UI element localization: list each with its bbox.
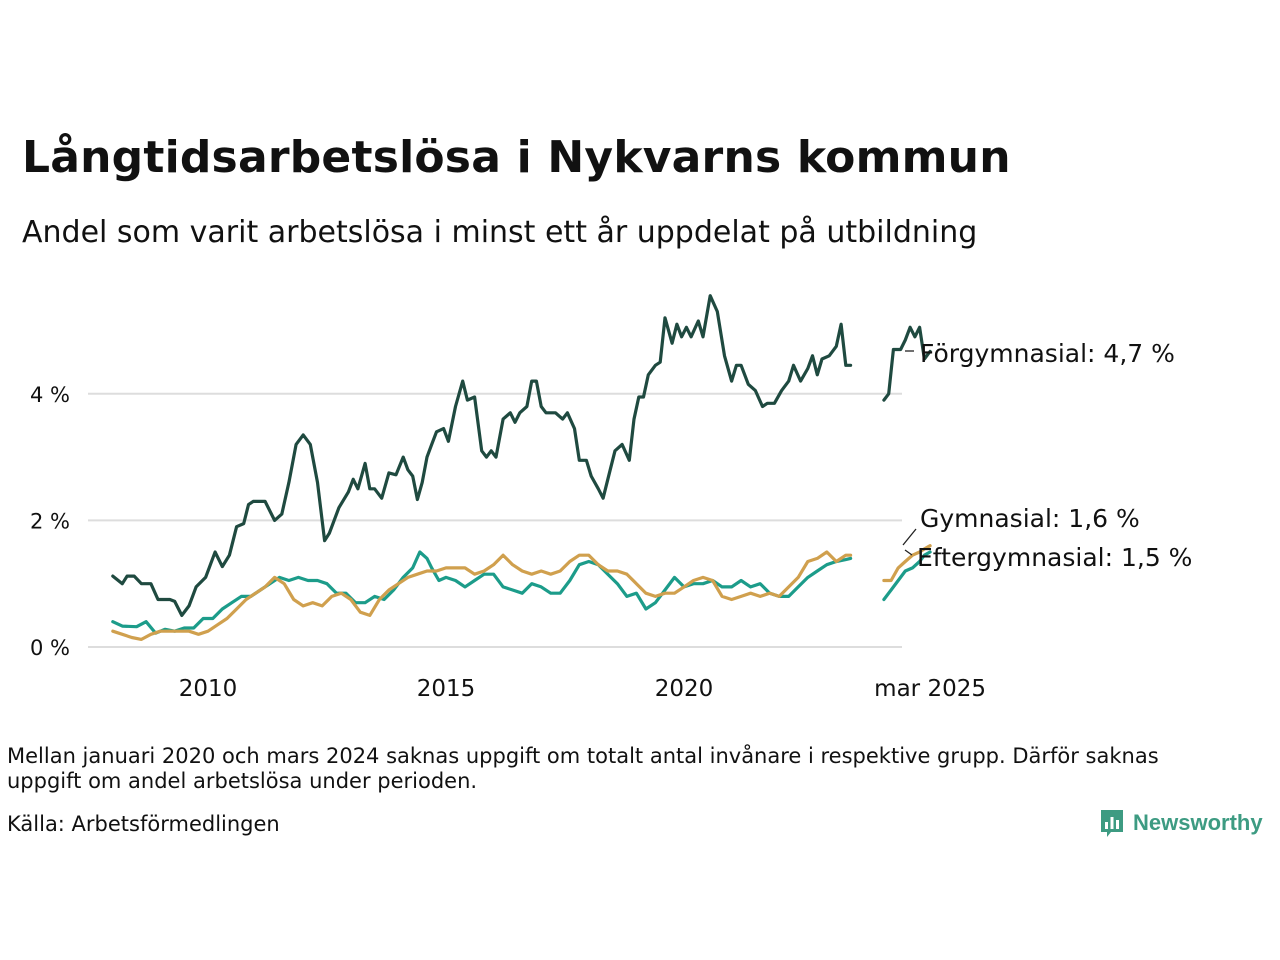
x-tick-label: 2015 — [417, 676, 476, 702]
leader-line-eftergymnasial — [904, 549, 913, 556]
y-tick-label: 2 % — [30, 509, 70, 533]
brand-logo: Newsworthy — [1099, 808, 1263, 838]
end-labels: Förgymnasial: 4,7 % Gymnasial: 1,6 % Efter… — [902, 339, 1192, 572]
footnote: Mellan januari 2020 och mars 2024 saknas… — [7, 744, 1159, 793]
chart-title: Långtidsarbetslösa i Nykvarns kommun — [22, 132, 1011, 183]
series-line-eftergymnasial — [882, 544, 932, 583]
line-chart: 0 % 2 % 4 % 2010 2015 2020 mar 2025 Förgymnas… — [30, 294, 1192, 702]
y-tick-label: 4 % — [30, 383, 70, 407]
x-tick-label: mar 2025 — [874, 676, 986, 702]
series-line-forgymnasial — [882, 325, 932, 402]
end-label-eftergymnasial: Eftergymnasial: 1,5 % — [917, 543, 1192, 572]
chart-subtitle: Andel som varit arbetslösa i minst ett å… — [22, 215, 978, 250]
series-lines — [111, 294, 932, 641]
end-label-gymnasial: Gymnasial: 1,6 % — [920, 504, 1140, 533]
bar-chart-icon — [1101, 810, 1123, 837]
series-line-eftergymnasial — [111, 550, 853, 641]
x-tick-label: 2010 — [179, 676, 238, 702]
series-line-gymnasial — [111, 550, 853, 635]
source-note: Källa: Arbetsförmedlingen — [7, 812, 280, 836]
brand-name: Newsworthy — [1133, 810, 1263, 835]
y-axis-ticks: 0 % 2 % 4 % — [30, 383, 70, 660]
leader-line-gymnasial — [902, 528, 917, 546]
series-line-gymnasial — [882, 550, 932, 602]
x-tick-label: 2020 — [655, 676, 714, 702]
grid-lines — [88, 392, 902, 648]
series-line-forgymnasial — [111, 294, 853, 617]
x-axis-ticks: 2010 2015 2020 mar 2025 — [179, 676, 986, 702]
end-label-forgymnasial: Förgymnasial: 4,7 % — [920, 339, 1175, 368]
y-tick-label: 0 % — [30, 636, 70, 660]
